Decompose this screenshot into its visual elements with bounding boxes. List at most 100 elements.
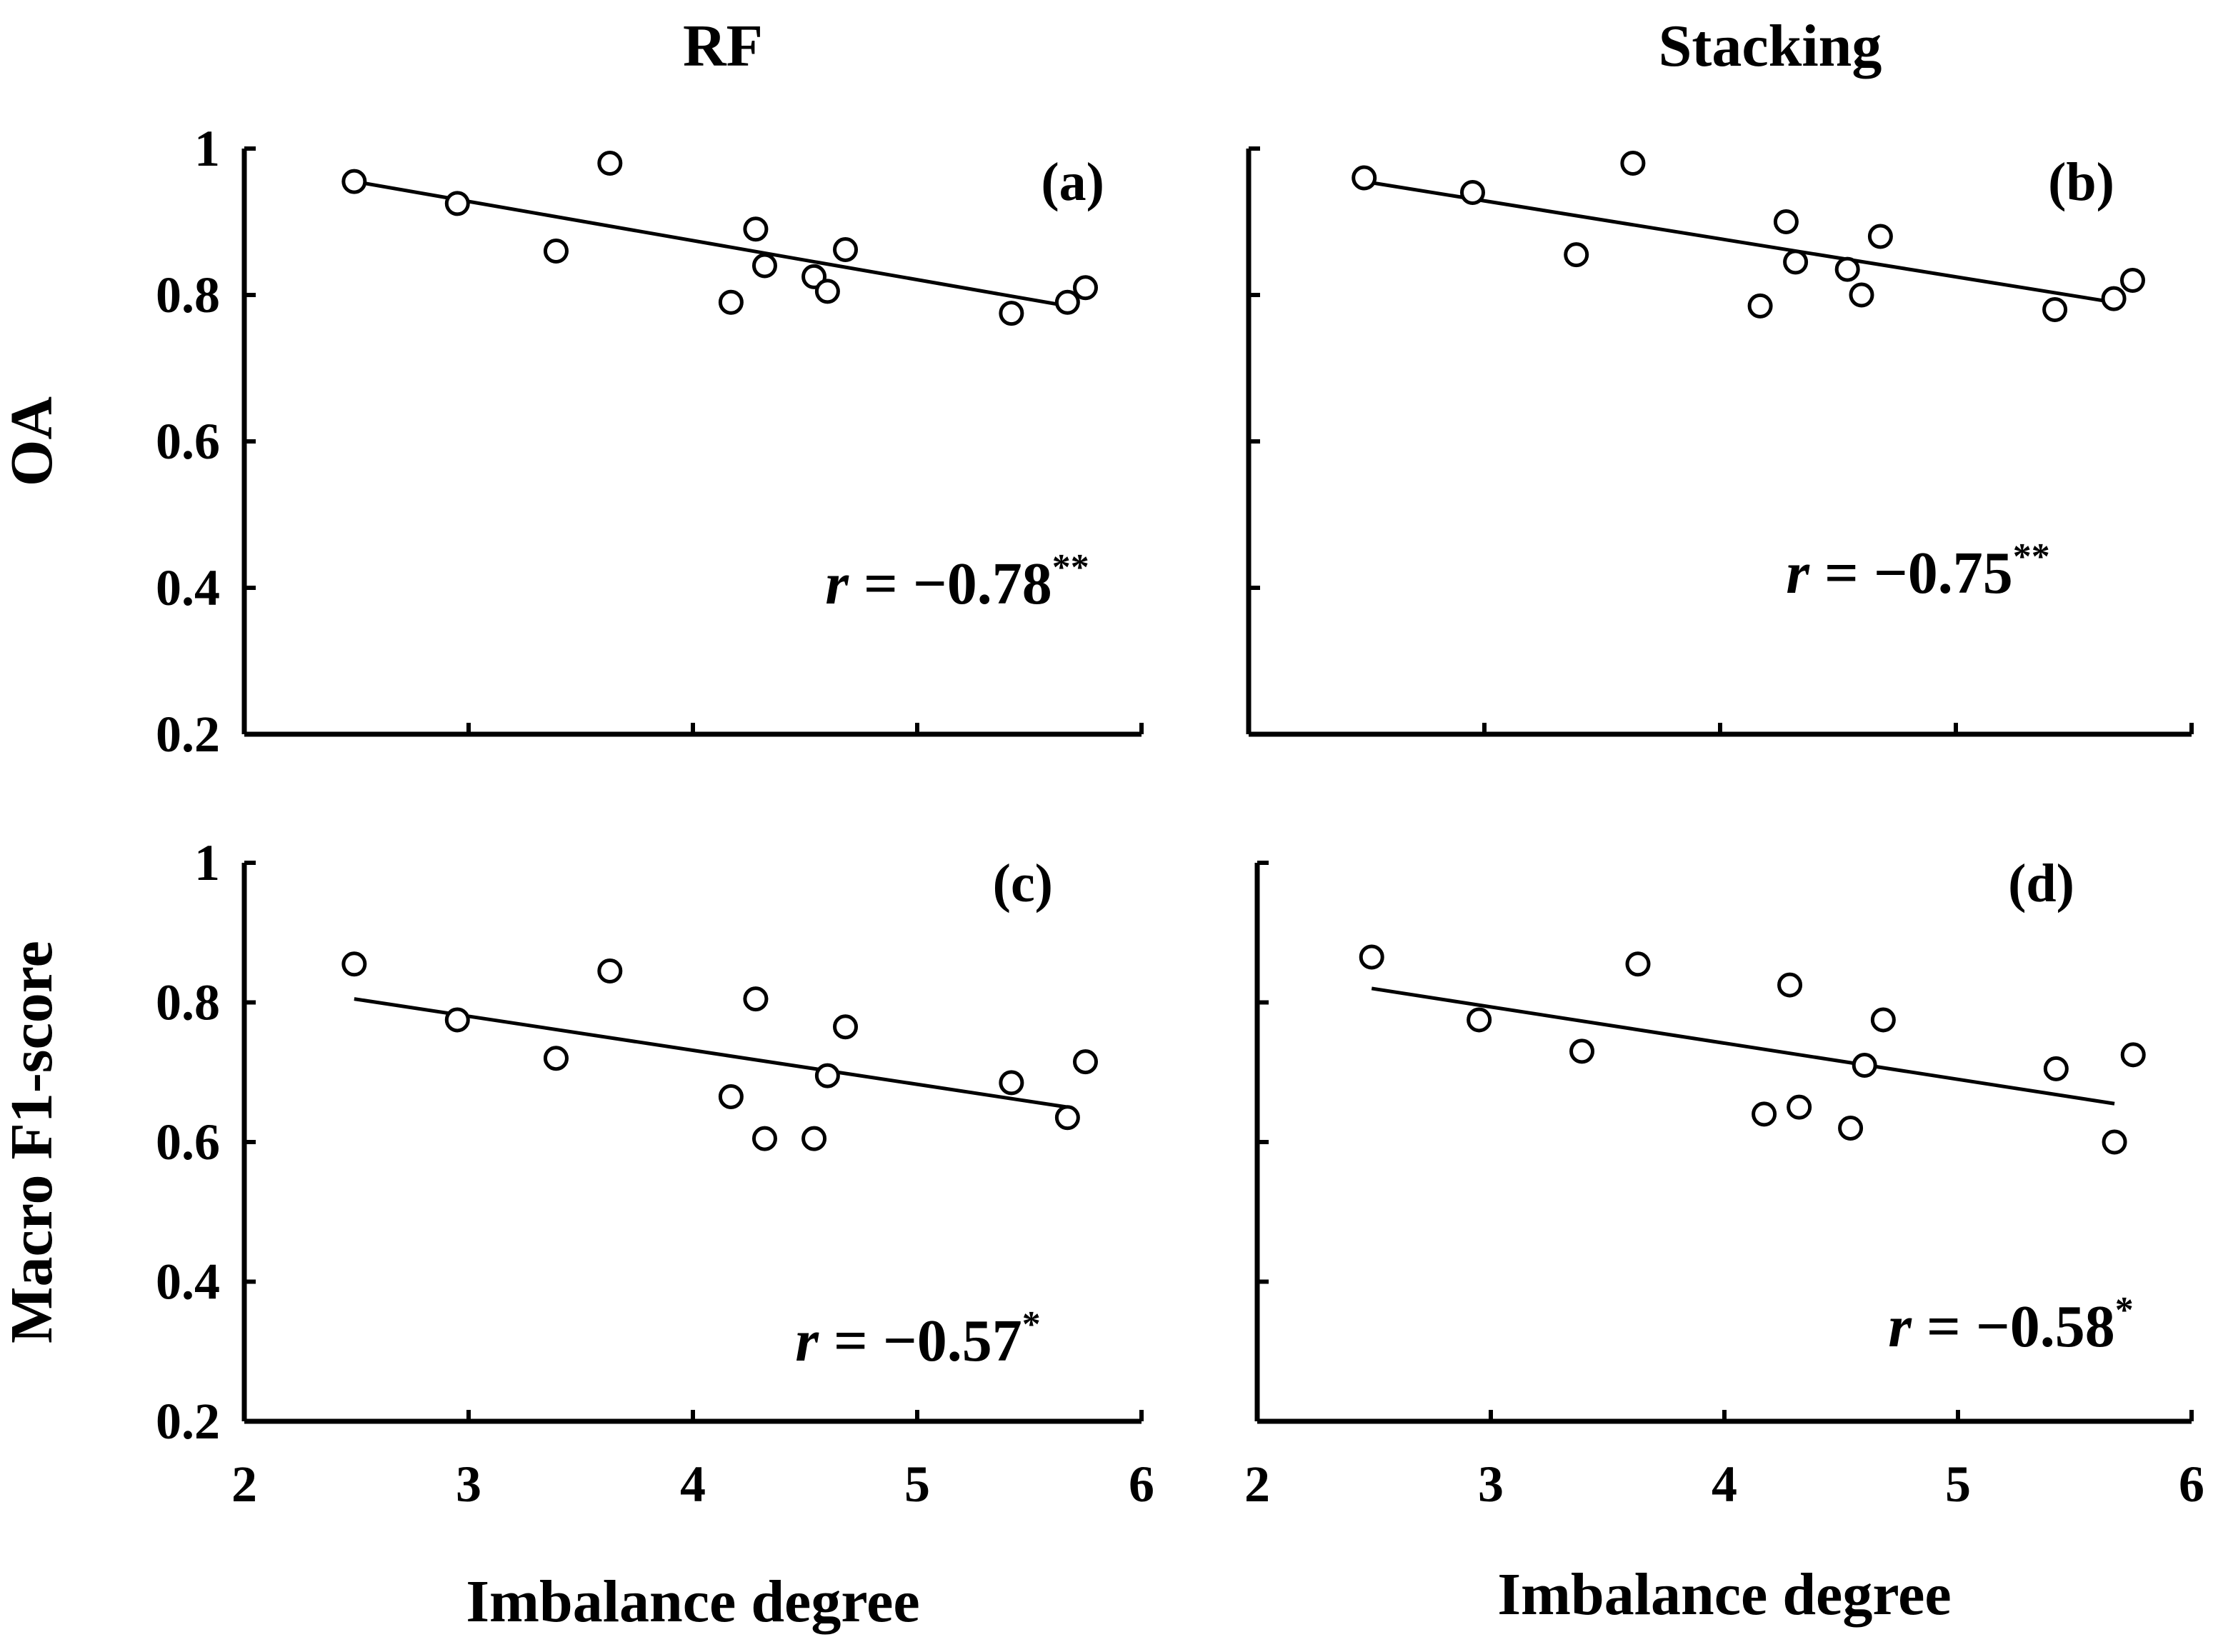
data-point — [2102, 1129, 2127, 1155]
data-point — [1783, 249, 1809, 275]
data-point — [1777, 972, 1803, 998]
data-point — [718, 289, 744, 315]
data-point — [833, 236, 859, 262]
r-symbol: r — [1888, 1293, 1912, 1360]
r-symbol: r — [1786, 540, 1810, 606]
data-point — [1752, 1101, 1777, 1127]
data-point — [1867, 224, 1893, 249]
x-tick-label: 3 — [1478, 1456, 1504, 1513]
x-tick-label: 4 — [680, 1456, 706, 1513]
r-value: = −0.57 — [819, 1308, 1022, 1374]
data-point — [743, 986, 769, 1012]
data-point — [1838, 1115, 1864, 1141]
panel-a: 0.2 0.4 0.6 0.8 1 (a) r = −0.78** RF OA — [0, 13, 1144, 763]
significance-marker: ** — [2013, 536, 2050, 577]
x-tick-label: 5 — [904, 1456, 930, 1513]
data-point — [444, 1007, 470, 1033]
significance-marker: * — [2115, 1290, 2134, 1331]
panel-label: (c) — [993, 853, 1053, 913]
data-point — [999, 301, 1024, 326]
data-point — [341, 951, 367, 977]
x-axis-label: Imbalance degree — [1497, 1561, 1951, 1628]
panel-label: (d) — [2008, 853, 2074, 913]
data-point — [2043, 1056, 2069, 1081]
y-tick-label: 1 — [194, 120, 220, 177]
regression-line — [1371, 986, 2115, 1106]
x-tick-label: 4 — [1712, 1456, 1737, 1513]
data-point — [833, 1014, 859, 1040]
y-tick-label: 1 — [194, 834, 220, 891]
data-point — [1773, 209, 1799, 234]
y-tick-label: 0.8 — [156, 266, 220, 324]
data-point — [718, 1083, 744, 1109]
data-point — [751, 253, 777, 279]
column-title: RF — [683, 13, 763, 79]
data-point — [1620, 151, 1646, 176]
r-value: = −0.75 — [1809, 540, 2013, 606]
data-point — [1852, 1052, 1877, 1078]
r-symbol: r — [795, 1308, 819, 1374]
data-point — [2120, 1042, 2146, 1068]
r-value: = −0.78 — [849, 551, 1052, 617]
data-point — [1870, 1007, 1896, 1033]
data-point — [1467, 1007, 1492, 1033]
data-point — [2042, 297, 2068, 322]
regression-line — [1364, 179, 2114, 304]
y-tick-label: 0.6 — [156, 1113, 220, 1171]
correlation-annotation: r = −0.57* — [795, 1304, 1040, 1374]
data-point — [1054, 1105, 1080, 1131]
correlation-annotation: r = −0.75** — [1786, 536, 2049, 606]
significance-marker: * — [1022, 1304, 1041, 1345]
y-tick-label: 0.4 — [156, 559, 220, 616]
data-point — [1625, 951, 1651, 977]
panel-b: (b) r = −0.75** Stacking — [1246, 13, 2194, 737]
data-point — [751, 1126, 777, 1151]
x-tick-label: 2 — [1244, 1456, 1270, 1513]
data-point — [1054, 289, 1080, 315]
data-point — [814, 279, 840, 304]
data-point — [597, 958, 623, 984]
y-tick-label: 0.4 — [156, 1253, 220, 1311]
data-point — [444, 191, 470, 216]
panel-label: (a) — [1041, 152, 1104, 212]
column-title: Stacking — [1659, 13, 1882, 79]
data-point — [597, 151, 623, 176]
data-point — [999, 1070, 1024, 1096]
r-symbol: r — [825, 551, 849, 617]
data-point — [1564, 242, 1589, 268]
y-tick-label: 0.8 — [156, 974, 220, 1031]
correlation-annotation: r = −0.58* — [1888, 1290, 2133, 1360]
y-tick-label: 0.6 — [156, 413, 220, 470]
data-point — [1747, 293, 1773, 319]
data-point — [2101, 286, 2127, 311]
data-point — [341, 169, 367, 194]
y-tick-label: 0.2 — [156, 706, 220, 763]
data-point — [1787, 1094, 1812, 1120]
correlation-annotation: r = −0.78** — [825, 547, 1089, 617]
y-axis-label: OA — [0, 396, 65, 486]
data-point — [1834, 256, 1860, 282]
panel-label: (b) — [2048, 152, 2114, 212]
data-point — [743, 216, 769, 242]
y-axis-label: Macro F1-score — [0, 941, 65, 1343]
data-point — [543, 239, 569, 264]
panel-d: 2 3 4 5 6 (d) r = −0.58* Imbalance degree — [1244, 853, 2204, 1628]
x-axis-label: Imbalance degree — [466, 1568, 919, 1635]
x-tick-label: 6 — [2179, 1456, 2204, 1513]
data-point — [1352, 165, 1377, 191]
data-point — [1569, 1038, 1595, 1064]
data-point — [543, 1046, 569, 1071]
data-point — [2120, 268, 2145, 293]
data-point — [814, 1063, 840, 1088]
data-point — [1073, 1049, 1098, 1075]
regression-line — [354, 997, 1068, 1109]
significance-marker: ** — [1052, 547, 1089, 588]
data-point — [1460, 180, 1485, 205]
x-tick-label: 2 — [231, 1456, 257, 1513]
r-value: = −0.58 — [1912, 1293, 2115, 1360]
data-point — [801, 1126, 827, 1151]
regression-line — [354, 179, 1068, 308]
x-tick-label: 3 — [456, 1456, 481, 1513]
data-point — [1073, 275, 1098, 301]
